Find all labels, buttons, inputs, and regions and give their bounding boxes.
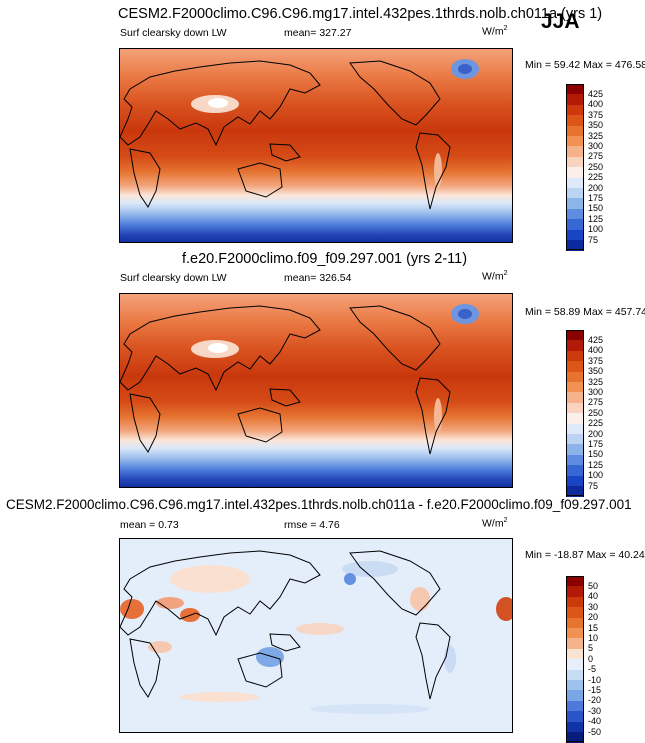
colorbar-tick-label: 100 [588, 224, 604, 235]
panel-2-variable-label: Surf clearsky down LW [120, 272, 227, 284]
colorbar-tick-label: 300 [588, 140, 604, 151]
colorbar-tick-label: 400 [588, 99, 604, 110]
colorbar-tick-label: 175 [588, 438, 604, 449]
colorbar-frame [566, 576, 584, 743]
colorbar-tick-label: 30 [588, 601, 599, 612]
colorbar-tick-label: 325 [588, 376, 604, 387]
colorbar-tick-label: 40 [588, 591, 599, 602]
colorbar-tick-label: -10 [588, 674, 602, 685]
colorbar-tick-label: -15 [588, 684, 602, 695]
colorbar-tick-label: 100 [588, 470, 604, 481]
colorbar-tick-label: 0 [588, 653, 594, 664]
panel-3-rmse-label: rmse = 4.76 [284, 519, 340, 531]
colorbar-tick-label: 15 [588, 622, 599, 633]
colorbar-tick-label: 325 [588, 130, 604, 141]
colorbar-tick-label: 125 [588, 213, 604, 224]
colorbar-tick-label: 75 [588, 480, 599, 491]
panel-3-units: W/m2 [482, 517, 508, 530]
colorbar-tick-label: 50 [588, 580, 599, 591]
panel-3-minmax: Min = -18.87 Max = 40.24 [525, 549, 645, 561]
colorbar-tick-label: 225 [588, 418, 604, 429]
colorbar-tick-label: 10 [588, 632, 599, 643]
panel-1-units: W/m2 [482, 25, 508, 38]
colorbar-tick-label: 20 [588, 612, 599, 623]
colorbar-tick-label: 125 [588, 459, 604, 470]
colorbar-tick-label: 225 [588, 172, 604, 183]
panel-1-title: CESM2.F2000climo.C96.C96.mg17.intel.432p… [118, 6, 603, 22]
colorbar-frame [566, 84, 584, 251]
colorbar-tick-label: 350 [588, 120, 604, 131]
colorbar-tick-label: 150 [588, 203, 604, 214]
colorbar-tick-label: 375 [588, 355, 604, 366]
colorbar-tick-label: -20 [588, 695, 602, 706]
colorbar-frame [566, 330, 584, 497]
panel-1-map [119, 48, 513, 243]
colorbar-tick-label: 150 [588, 449, 604, 460]
colorbar-tick-label: 425 [588, 334, 604, 345]
panel-1-map-canvas [120, 49, 512, 242]
panel-2-map [119, 293, 513, 488]
panel-1-variable-label: Surf clearsky down LW [120, 27, 227, 39]
colorbar-tick-label: -30 [588, 705, 602, 716]
season-label: JJA [541, 10, 580, 33]
panel-1-mean-label: mean= 327.27 [284, 27, 352, 39]
colorbar-tick-label: 250 [588, 407, 604, 418]
panel-3-title: CESM2.F2000climo.C96.C96.mg17.intel.432p… [6, 497, 632, 512]
panel-2-title: f.e20.F2000climo.f09_f09.297.001 (yrs 2-… [182, 251, 468, 267]
colorbar-tick-label: 75 [588, 234, 599, 245]
colorbar-tick-label: 5 [588, 643, 594, 654]
colorbar-tick-label: 175 [588, 192, 604, 203]
colorbar-tick-label: 425 [588, 88, 604, 99]
colorbar-tick-label: -5 [588, 664, 597, 675]
panel-2-mean-label: mean= 326.54 [284, 272, 352, 284]
panel-2-units: W/m2 [482, 270, 508, 283]
colorbar-tick-label: 250 [588, 161, 604, 172]
colorbar-tick-label: 275 [588, 151, 604, 162]
panel-3-mean-label: mean = 0.73 [120, 519, 179, 531]
panel-3-map-canvas [120, 539, 512, 732]
colorbar-tick-label: -50 [588, 726, 602, 737]
panel-3-map [119, 538, 513, 733]
colorbar-tick-label: 400 [588, 345, 604, 356]
colorbar-tick-label: 200 [588, 428, 604, 439]
colorbar-tick-label: 350 [588, 366, 604, 377]
colorbar-tick-label: -40 [588, 716, 602, 727]
panel-2-map-canvas [120, 294, 512, 487]
colorbar-tick-label: 300 [588, 386, 604, 397]
colorbar-tick-label: 275 [588, 397, 604, 408]
panel-1-minmax: Min = 59.42 Max = 476.58 [525, 59, 645, 71]
panel-2-minmax: Min = 58.89 Max = 457.74 [525, 306, 645, 318]
colorbar-tick-label: 375 [588, 109, 604, 120]
colorbar-tick-label: 200 [588, 182, 604, 193]
